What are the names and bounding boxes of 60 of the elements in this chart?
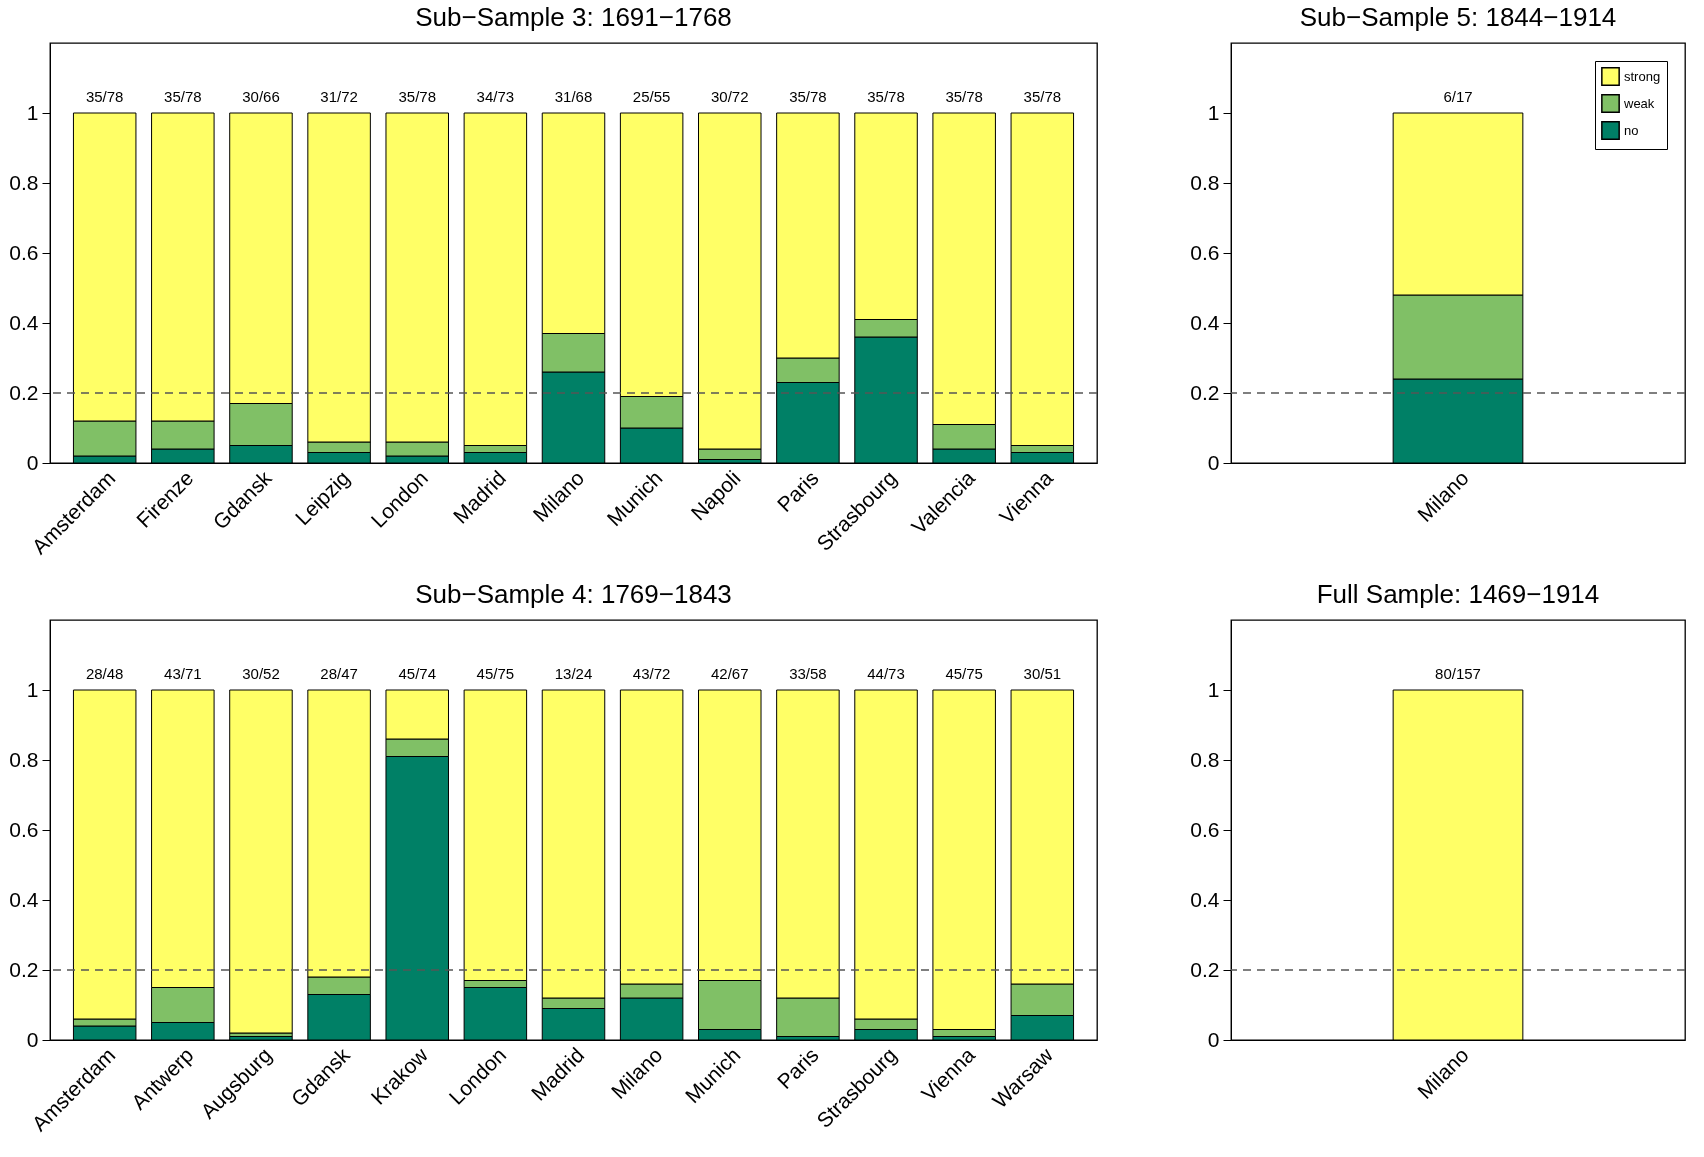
- total-label: 44/73: [867, 665, 905, 682]
- y-tick-label: 0: [1207, 1027, 1220, 1051]
- y-tick-label: 0.2: [9, 957, 39, 981]
- total-label: 30/52: [242, 665, 280, 682]
- y-tick-label: 0: [1207, 450, 1220, 474]
- total-label: 34/73: [476, 88, 515, 105]
- y-tick-label: 0.6: [9, 240, 39, 264]
- total-label: 43/71: [164, 665, 202, 682]
- chart-title: Sub−Sample 5: 1844−1914: [1299, 2, 1617, 32]
- total-label: 13/24: [554, 665, 593, 682]
- y-tick-label: 0.2: [1190, 380, 1220, 404]
- total-label: 25/55: [632, 88, 671, 105]
- total-label: 35/78: [789, 88, 827, 105]
- y-tick-label: 0.2: [9, 380, 39, 404]
- y-tick-label: 0.2: [1190, 957, 1220, 981]
- y-tick-label: 0.6: [1190, 240, 1220, 264]
- total-label: 30/51: [1023, 665, 1062, 682]
- y-tick-label: 0.8: [1190, 170, 1220, 194]
- total-label: 33/58: [789, 665, 827, 682]
- total-label: 80/157: [1435, 665, 1481, 682]
- total-label: 35/78: [85, 88, 124, 105]
- y-tick-label: 1: [1207, 100, 1220, 124]
- total-label: 35/78: [398, 88, 436, 105]
- total-label: 31/68: [554, 88, 593, 105]
- y-tick-label: 0: [26, 450, 39, 474]
- y-tick-label: 1: [26, 100, 39, 124]
- total-label: 31/72: [320, 88, 358, 105]
- total-label: 30/72: [711, 88, 749, 105]
- total-label: 35/78: [164, 88, 202, 105]
- total-label: 45/75: [476, 665, 515, 682]
- y-tick-label: 0.4: [9, 310, 39, 334]
- total-label: 45/74: [398, 665, 436, 682]
- total-label: 28/48: [85, 665, 124, 682]
- y-tick-label: 1: [1207, 677, 1220, 701]
- total-label: 35/78: [945, 88, 983, 105]
- total-label: 30/66: [242, 88, 280, 105]
- legend-label: weak: [1623, 95, 1655, 111]
- y-tick-label: 0.6: [9, 817, 39, 841]
- legend-label: strong: [1624, 68, 1661, 84]
- y-tick-label: 0.8: [9, 747, 39, 771]
- total-label: 28/47: [320, 665, 358, 682]
- chart-title: Sub−Sample 4: 1769−1843: [415, 579, 732, 609]
- y-tick-label: 0.4: [1190, 310, 1220, 334]
- total-label: 45/75: [945, 665, 983, 682]
- y-tick-label: 0.4: [1190, 887, 1220, 911]
- total-label: 42/67: [711, 665, 749, 682]
- total-label: 43/72: [632, 665, 671, 682]
- y-tick-label: 1: [26, 677, 39, 701]
- y-tick-label: 0.8: [1190, 747, 1220, 771]
- bar: [229, 689, 293, 1034]
- y-tick-label: 0.6: [1190, 817, 1220, 841]
- chart-title: Full Sample: 1469−1914: [1316, 579, 1600, 609]
- y-tick-label: 0.4: [9, 887, 39, 911]
- y-tick-label: 0.8: [9, 170, 39, 194]
- chart-title: Sub−Sample 3: 1691−1768: [415, 2, 732, 32]
- legend-label: no: [1624, 122, 1639, 138]
- y-tick-label: 0: [26, 1027, 39, 1051]
- total-label: 35/78: [1023, 88, 1062, 105]
- total-label: 35/78: [867, 88, 905, 105]
- total-label: 6/17: [1443, 88, 1473, 105]
